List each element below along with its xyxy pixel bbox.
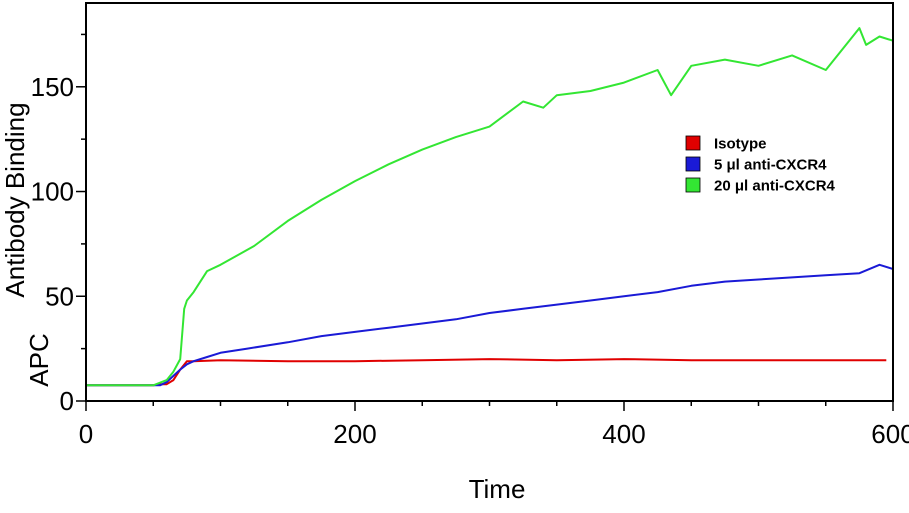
- legend-label-1: 5 μl anti-CXCR4: [714, 157, 827, 174]
- legend-swatch-0: [685, 135, 701, 151]
- legend-swatch-1: [685, 156, 701, 172]
- x-tick-label-400: 400: [602, 419, 645, 449]
- ticks: [76, 33, 894, 411]
- x-tick-label-600: 600: [871, 419, 909, 449]
- plot-frame: [85, 2, 894, 402]
- x-tick-label-200: 200: [333, 419, 376, 449]
- legend-label-0: Isotype: [714, 136, 767, 153]
- y-axis-title-line-2: APC: [24, 333, 54, 386]
- y-tick-label-100: 100: [31, 177, 74, 207]
- legend-label-2: 20 μl anti-CXCR4: [714, 178, 836, 195]
- legend-swatch-2: [685, 177, 701, 193]
- y-tick-label-0: 0: [60, 386, 74, 416]
- x-axis-title: Time: [469, 474, 526, 504]
- y-axis-title-line-1: Antibody Binding: [0, 102, 30, 297]
- plot-lines: [86, 27, 894, 387]
- y-tick-label-150: 150: [31, 72, 74, 102]
- series-line-1: [86, 263, 894, 387]
- x-tick-label-0: 0: [79, 419, 93, 449]
- y-tick-label-50: 50: [45, 281, 74, 311]
- series-line-2: [86, 27, 894, 387]
- tick-labels: 0 200 400 600 0 50 100 150: [31, 72, 909, 449]
- series-line-0: [86, 358, 887, 387]
- legend: Isotype 5 μl anti-CXCR4 20 μl anti-CXCR4: [685, 135, 836, 195]
